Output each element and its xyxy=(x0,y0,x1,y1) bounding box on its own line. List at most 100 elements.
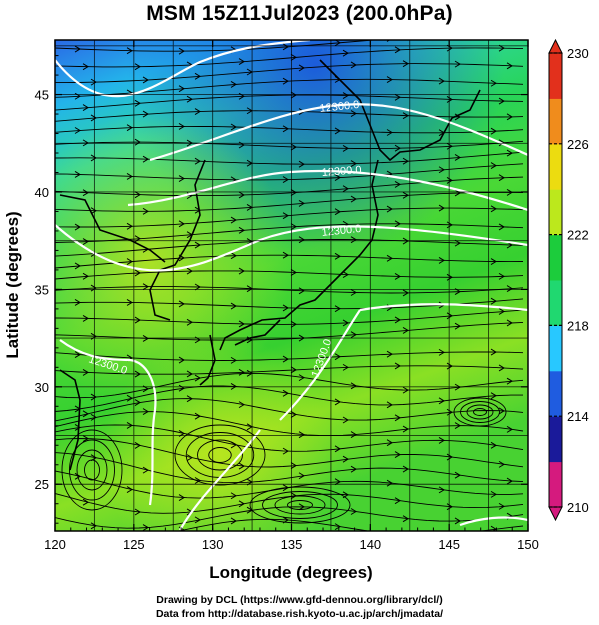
y-tick-label: 35 xyxy=(35,282,49,297)
streamline xyxy=(55,493,524,514)
colorbar-segment xyxy=(549,325,562,372)
wind-arrow xyxy=(438,204,445,212)
streamline xyxy=(55,372,524,399)
wind-arrow xyxy=(238,58,245,66)
wind-arrow xyxy=(454,189,461,197)
wind-arrow xyxy=(194,108,201,115)
colorbar-label: 222 xyxy=(567,228,589,243)
y-axis-label: Latitude (degrees) xyxy=(3,211,22,358)
wind-arrow xyxy=(82,314,89,322)
colorbar-segment xyxy=(549,461,562,508)
wind-arrow xyxy=(498,460,505,468)
wind-arrow xyxy=(438,397,445,405)
wind-arrow xyxy=(334,523,341,531)
gridlines xyxy=(55,40,528,531)
circulation-streamline xyxy=(287,500,313,510)
wind-arrow xyxy=(386,76,393,84)
wind-arrow xyxy=(394,93,401,101)
streamline xyxy=(55,47,524,68)
wind-arrow xyxy=(134,138,141,146)
colorbar-label: 230 xyxy=(567,46,589,61)
wind-arrow xyxy=(74,472,81,480)
wind-arrow xyxy=(439,32,444,38)
wind-arrow xyxy=(438,256,445,264)
wind-arrow xyxy=(402,112,409,120)
colorbar-segment xyxy=(549,98,562,145)
wind-arrow xyxy=(454,154,461,161)
wind-arrow xyxy=(342,363,349,371)
wind-arrow xyxy=(298,374,305,382)
wind-arrow xyxy=(238,401,245,409)
wind-arrow xyxy=(134,316,141,324)
wind-arrow xyxy=(506,425,513,433)
x-tick-label: 130 xyxy=(202,537,224,552)
x-tick-label: 125 xyxy=(123,537,145,552)
wind-arrow xyxy=(506,113,513,121)
wind-arrow xyxy=(446,503,453,511)
wind-arrow xyxy=(186,95,193,103)
wind-arrow xyxy=(394,362,401,370)
footer-credit-drawing: Drawing by DCL (https://www.gfd-dennou.o… xyxy=(156,594,443,606)
colorbar-segment xyxy=(549,143,562,190)
wind-arrow xyxy=(238,500,245,508)
wind-arrow xyxy=(230,356,237,364)
coastlines xyxy=(59,59,481,471)
wind-arrow xyxy=(74,127,81,134)
wind-arrow xyxy=(446,273,453,281)
streamline xyxy=(55,176,524,197)
streamline xyxy=(55,506,524,529)
wind-arrow xyxy=(290,223,297,231)
wind-arrow xyxy=(394,220,401,228)
wind-arrow xyxy=(454,322,461,330)
wind-arrow xyxy=(386,129,393,136)
wind-arrow xyxy=(186,395,193,403)
wind-arrow xyxy=(446,362,453,370)
wind-arrow xyxy=(74,299,81,306)
circulation-streamline xyxy=(473,408,487,416)
wind-arrow xyxy=(298,199,305,207)
wind-arrow xyxy=(134,63,141,71)
wind-arrow xyxy=(74,351,81,359)
wind-arrow xyxy=(342,144,349,152)
wind-arrow xyxy=(290,366,297,374)
wind-arrow xyxy=(490,79,497,87)
wind-arrow xyxy=(126,222,133,230)
wind-arrow xyxy=(394,46,401,54)
circulation-streamline xyxy=(262,491,338,519)
circulation-streamline xyxy=(84,459,100,481)
wind-arrow xyxy=(350,61,357,69)
wind-arrow xyxy=(342,271,349,279)
wind-arrow xyxy=(394,497,401,505)
streamline xyxy=(55,411,524,437)
wind-arrow xyxy=(290,320,297,328)
streamline xyxy=(55,321,524,341)
wind-arrow xyxy=(82,63,89,71)
wind-arrow xyxy=(82,410,89,418)
wind-arrow xyxy=(282,125,289,133)
wind-arrow xyxy=(334,305,341,313)
wind-arrow xyxy=(334,127,341,135)
wind-arrow xyxy=(394,316,401,324)
wind-arrow xyxy=(402,326,409,334)
wind-arrow xyxy=(438,77,445,85)
streamline xyxy=(55,270,524,280)
wind-arrow xyxy=(386,254,393,262)
circulation-streamline xyxy=(249,486,351,524)
wind-arrow xyxy=(290,53,297,61)
wind-arrow xyxy=(230,517,237,525)
wind-arrow xyxy=(90,78,97,86)
wind-arrow xyxy=(386,350,393,358)
circulation-streamline xyxy=(208,447,232,463)
wind-arrow xyxy=(186,318,193,326)
wind-arrow xyxy=(134,191,141,199)
wind-arrow xyxy=(446,453,453,461)
wind-arrow xyxy=(350,195,357,203)
x-tick-label: 145 xyxy=(438,537,460,552)
wind-arrow xyxy=(142,76,149,84)
wind-arrow xyxy=(342,49,349,57)
wind-arrow xyxy=(506,62,513,70)
wind-arrow xyxy=(126,394,133,402)
wind-arrow xyxy=(178,175,185,182)
streamline xyxy=(55,518,524,531)
wind-arrow xyxy=(334,398,341,406)
